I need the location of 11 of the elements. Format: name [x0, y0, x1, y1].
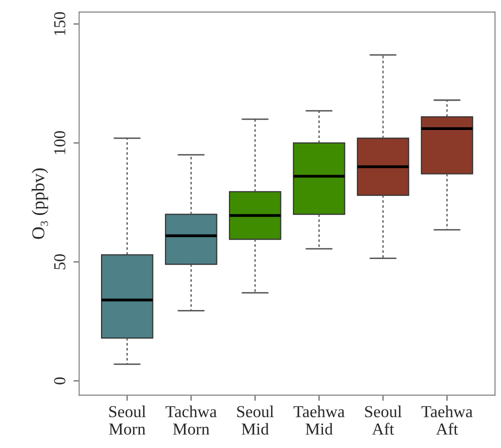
- x-tick-label: Taehwa Mid: [294, 406, 345, 435]
- y-tick-label: 150: [54, 12, 66, 36]
- y-tick-label: 50: [54, 254, 66, 270]
- y-axis-title: O₃ (ppbv): [32, 168, 48, 239]
- x-tick-label: Seoul Mid: [237, 406, 274, 435]
- x-tick-label: Seoul Aft: [365, 406, 402, 435]
- x-tick-label: Taehwa Aft: [422, 406, 473, 435]
- y-tick-label: 0: [54, 377, 66, 384]
- y-tick-label: 100: [54, 131, 66, 154]
- x-tick-label: Seoul Morn: [109, 406, 146, 435]
- x-tick-label: Tachwa Morn: [166, 406, 217, 435]
